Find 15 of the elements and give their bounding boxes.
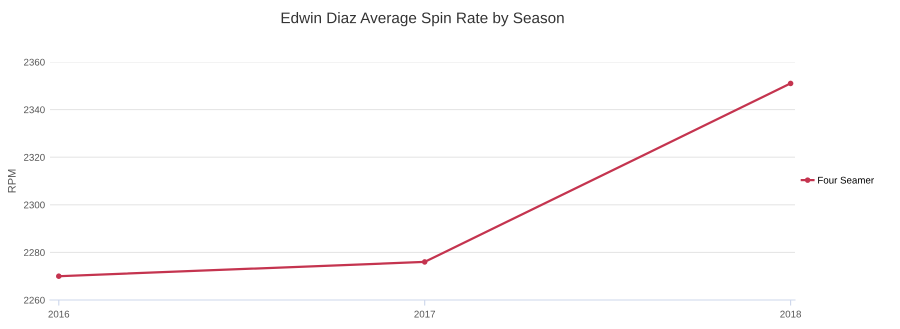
y-tick-label: 2260 (24, 296, 45, 304)
point (788, 80, 794, 86)
y-tick-label: 2280 (24, 249, 45, 256)
y-tick-label: 2320 (24, 154, 45, 161)
y-axis-title: RPM (8, 170, 16, 192)
y-tick-label: 2340 (24, 106, 45, 114)
y-tick-label: 2300 (24, 202, 45, 208)
x-tick-label: 2018 (780, 310, 801, 318)
x-tick-label: 2016 (48, 310, 70, 318)
point (56, 273, 62, 279)
y-tick-label: 2360 (24, 58, 45, 66)
point (422, 259, 428, 265)
chart-title: Edwin Diaz Average Spin Rate by Season (282, 12, 564, 26)
legend-label: Four Seamer (818, 176, 874, 184)
x-tick-label: 2017 (414, 310, 436, 318)
